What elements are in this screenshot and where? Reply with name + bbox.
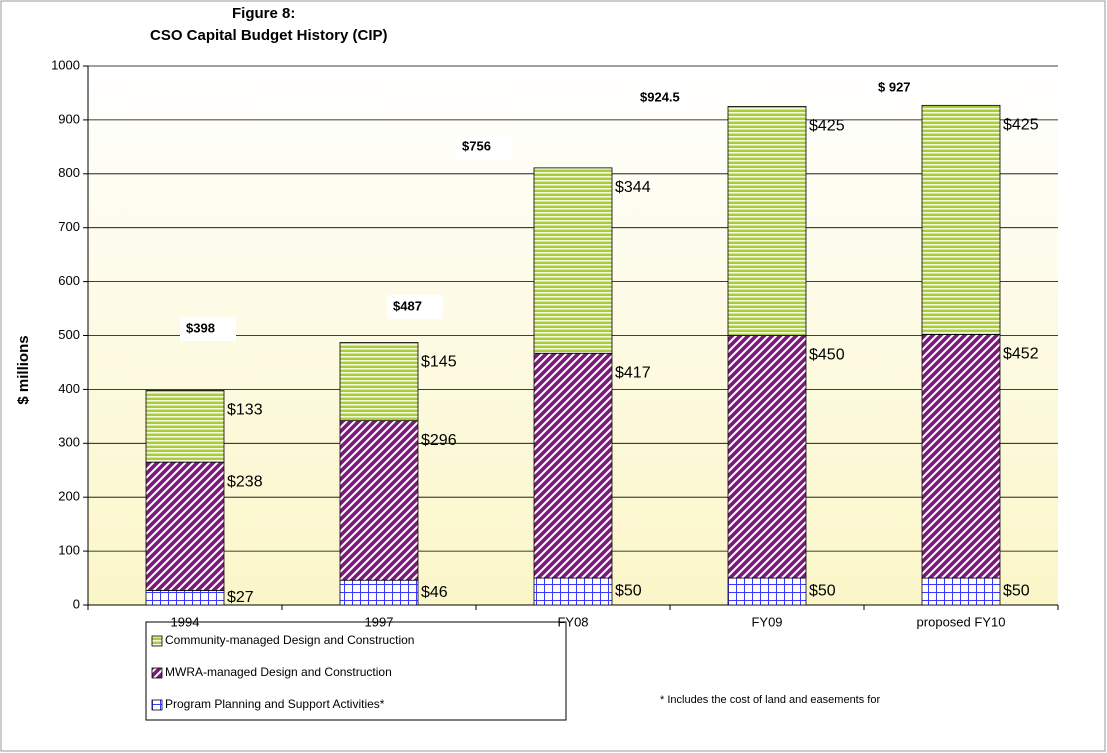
- legend-swatch: [151, 699, 163, 711]
- bar-segment: [727, 106, 807, 336]
- y-tick-label: 600: [58, 273, 80, 288]
- bar-segment: [921, 104, 1001, 335]
- y-tick-label: 900: [58, 111, 80, 126]
- value-label: $425: [809, 118, 845, 135]
- total-label: $487: [393, 298, 422, 313]
- value-label: $417: [615, 365, 651, 382]
- bar-segment: [339, 342, 419, 422]
- value-label: $133: [227, 402, 263, 419]
- bar-segment: [145, 390, 225, 463]
- bar-segment: [339, 579, 419, 606]
- y-tick-label: 300: [58, 435, 80, 450]
- value-label: $145: [421, 354, 457, 371]
- bar-segment: [727, 577, 807, 606]
- value-label: $238: [227, 473, 263, 490]
- value-label: $50: [615, 583, 642, 600]
- y-tick-label: 800: [58, 165, 80, 180]
- value-label: $450: [809, 347, 845, 364]
- value-label: $452: [1003, 346, 1039, 363]
- y-tick-label: 700: [58, 219, 80, 234]
- y-tick-label: 1000: [51, 57, 80, 72]
- value-label: $425: [1003, 117, 1039, 134]
- chart-title: Figure 8:: [232, 5, 295, 22]
- bar-segment: [533, 167, 613, 354]
- legend-label: MWRA-managed Design and Construction: [165, 665, 392, 679]
- value-label: $344: [615, 179, 651, 196]
- x-tick-label: FY09: [751, 614, 782, 629]
- bar-segment: [145, 461, 225, 591]
- total-label-bg: [387, 295, 443, 319]
- total-label-bg: [180, 317, 236, 341]
- chart-subtitle: CSO Capital Budget History (CIP): [150, 27, 388, 44]
- bar-segment: [533, 352, 613, 579]
- y-tick-label: 100: [58, 543, 80, 558]
- x-tick-label: FY08: [557, 614, 588, 629]
- bar-segment: [921, 334, 1001, 579]
- total-label: $756: [462, 138, 491, 153]
- total-label: $ 927: [878, 79, 911, 94]
- value-label: $27: [227, 589, 254, 606]
- legend-swatch: [151, 635, 163, 647]
- y-tick-label: 200: [58, 489, 80, 504]
- bar-segment: [533, 577, 613, 606]
- y-tick-label: 500: [58, 327, 80, 342]
- footnote: * Includes the cost of land and easement…: [660, 694, 880, 706]
- legend-label: Community-managed Design and Constructio…: [165, 633, 414, 647]
- y-axis-label: $ millions: [15, 335, 32, 404]
- bar-segment: [921, 577, 1001, 606]
- legend-swatch: [151, 667, 163, 679]
- y-tick-label: 400: [58, 381, 80, 396]
- bar-segment: [339, 420, 419, 581]
- total-label: $398: [186, 320, 215, 335]
- total-label-bg: [872, 76, 928, 100]
- value-label: $50: [809, 583, 836, 600]
- x-tick-label: 1997: [365, 614, 394, 629]
- value-label: $296: [421, 432, 457, 449]
- x-tick-label: 1994: [171, 614, 200, 629]
- bar-segment: [145, 590, 225, 606]
- value-label: $46: [421, 584, 448, 601]
- total-label-bg: [456, 135, 512, 159]
- total-label-bg: [634, 86, 690, 110]
- total-label: $924.5: [640, 89, 680, 104]
- legend-label: Program Planning and Support Activities*: [165, 697, 385, 711]
- x-tick-label: proposed FY10: [917, 614, 1006, 629]
- value-label: $50: [1003, 583, 1030, 600]
- y-tick-label: 0: [73, 596, 80, 611]
- legend: [145, 621, 567, 721]
- bar-segment: [727, 335, 807, 579]
